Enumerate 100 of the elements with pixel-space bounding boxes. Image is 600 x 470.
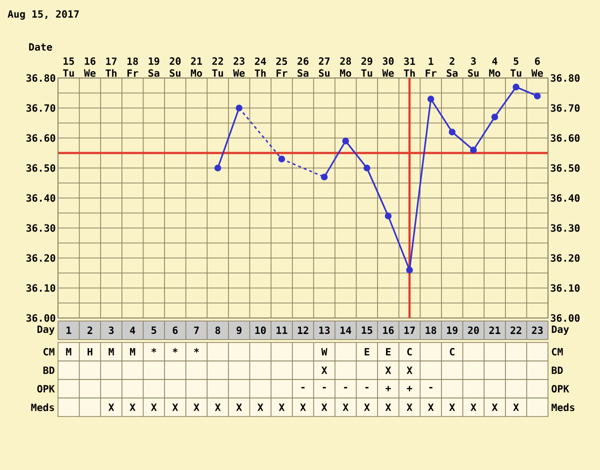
y-tick-label: Meds bbox=[31, 403, 54, 412]
point bbox=[470, 146, 477, 154]
y-tick-label: CM bbox=[44, 348, 54, 356]
y2-tick-label: Meds bbox=[552, 403, 574, 412]
y2-tick-label: 36.50 bbox=[550, 164, 580, 172]
y-tick-label: 36.30 bbox=[26, 224, 56, 232]
y-tick-label: 36.60 bbox=[26, 134, 56, 142]
text: X bbox=[492, 404, 498, 411]
x-axis-title: Day bbox=[37, 326, 55, 335]
y2-tick-label: BD bbox=[552, 366, 563, 374]
point bbox=[427, 96, 434, 102]
x-tick-label: 11 bbox=[276, 326, 288, 334]
point bbox=[236, 104, 242, 112]
point bbox=[342, 138, 350, 144]
text: X bbox=[108, 404, 114, 411]
text: X bbox=[385, 404, 392, 411]
x-tick-label: 12 bbox=[298, 326, 308, 334]
point bbox=[534, 92, 541, 100]
x-tick-label: 5 Tu bbox=[510, 57, 522, 77]
chart-title: Aug 15, 2017 bbox=[8, 10, 79, 20]
x-tick-label: 9 bbox=[236, 326, 242, 334]
x-tick-label: 25 Fr bbox=[276, 57, 288, 77]
y2-tick-label: OPK bbox=[552, 384, 570, 393]
text: X bbox=[194, 404, 200, 411]
text: E bbox=[364, 348, 370, 356]
y-tick-label: 36.40 bbox=[26, 194, 56, 202]
text: Day bbox=[552, 326, 569, 335]
text: * bbox=[172, 348, 178, 353]
text: X bbox=[321, 366, 328, 374]
text: X bbox=[513, 404, 519, 411]
text: X bbox=[321, 404, 328, 411]
point bbox=[491, 114, 498, 120]
point bbox=[448, 128, 456, 136]
text: - bbox=[429, 386, 432, 388]
x-tick-label: 8 bbox=[215, 326, 220, 334]
text: X bbox=[406, 366, 412, 374]
x-tick-label: 3 bbox=[108, 326, 114, 334]
y2-tick-label: 36.60 bbox=[550, 134, 580, 142]
text: X bbox=[130, 404, 136, 411]
text: X bbox=[172, 404, 178, 411]
x-tick-label: 2 Sa bbox=[446, 57, 458, 77]
y-tick-label: 36.50 bbox=[26, 164, 56, 172]
x-tick-label: 15 Tu bbox=[63, 57, 74, 77]
text: * bbox=[194, 348, 199, 353]
text: M bbox=[66, 348, 72, 356]
text: M bbox=[130, 348, 136, 356]
point bbox=[384, 212, 392, 220]
x-axis-title: Date bbox=[29, 43, 52, 51]
x-tick-label: 26 Sa bbox=[298, 57, 308, 77]
text: C bbox=[407, 348, 412, 356]
x-tick-label: 19 Sa bbox=[148, 57, 160, 77]
x-tick-label: 15 bbox=[362, 326, 372, 334]
text: X bbox=[214, 404, 221, 411]
point bbox=[364, 164, 370, 172]
x-tick-label: 19 bbox=[447, 326, 458, 334]
y-tick-label: OPK bbox=[37, 384, 55, 393]
x-tick-label: 30 We bbox=[382, 57, 394, 77]
text: X bbox=[258, 404, 264, 411]
y-tick-label: 36.00 bbox=[26, 314, 56, 322]
x-tick-label: 22 bbox=[510, 326, 522, 334]
text: X bbox=[342, 404, 348, 411]
x-tick-label: 27 Su bbox=[318, 57, 330, 77]
text: X bbox=[300, 404, 306, 411]
y2-tick-label: 36.10 bbox=[550, 284, 580, 292]
x-tick-label: 2 bbox=[88, 326, 92, 334]
y-tick-label: 36.70 bbox=[26, 104, 56, 112]
x-tick-label: 6 We bbox=[531, 57, 543, 77]
x-tick-label: 17 Th bbox=[106, 58, 117, 77]
x-tick-label: 16 We bbox=[84, 57, 96, 77]
text: - bbox=[365, 386, 368, 388]
text: - bbox=[301, 386, 305, 388]
x-tick-label: 20 bbox=[468, 326, 479, 334]
x-tick-label: 31 Th bbox=[404, 57, 416, 77]
y2-tick-label: 36.30 bbox=[550, 224, 580, 232]
x-tick-label: 21 bbox=[489, 326, 500, 334]
x-tick-label: 6 bbox=[172, 326, 178, 334]
text: X bbox=[151, 404, 157, 411]
x-tick-label: 1 bbox=[66, 326, 72, 334]
x-tick-label: 28 Mo bbox=[340, 57, 352, 77]
text: H bbox=[88, 348, 92, 356]
x-tick-label: 23 bbox=[532, 326, 543, 334]
text: * bbox=[151, 348, 156, 353]
y2-tick-label: 36.00 bbox=[550, 314, 580, 322]
x-tick-label: 18 bbox=[426, 326, 436, 334]
text: X bbox=[449, 404, 456, 411]
point bbox=[512, 84, 520, 90]
text: - bbox=[344, 386, 348, 388]
text: X bbox=[470, 404, 476, 411]
x-tick-label: 7 bbox=[194, 326, 199, 334]
text: X bbox=[364, 404, 370, 411]
x-tick-label: 13 bbox=[319, 326, 330, 334]
x-tick-label: 18 Fr bbox=[127, 57, 138, 77]
text: E bbox=[386, 348, 391, 356]
text: M bbox=[108, 348, 114, 356]
text: C bbox=[450, 348, 454, 356]
y-tick-label: 36.10 bbox=[26, 284, 56, 292]
text: - bbox=[322, 386, 326, 388]
x-tick-label: 3 Su bbox=[468, 57, 479, 77]
x-tick-label: 22 Tu bbox=[212, 57, 223, 77]
point bbox=[278, 156, 286, 162]
